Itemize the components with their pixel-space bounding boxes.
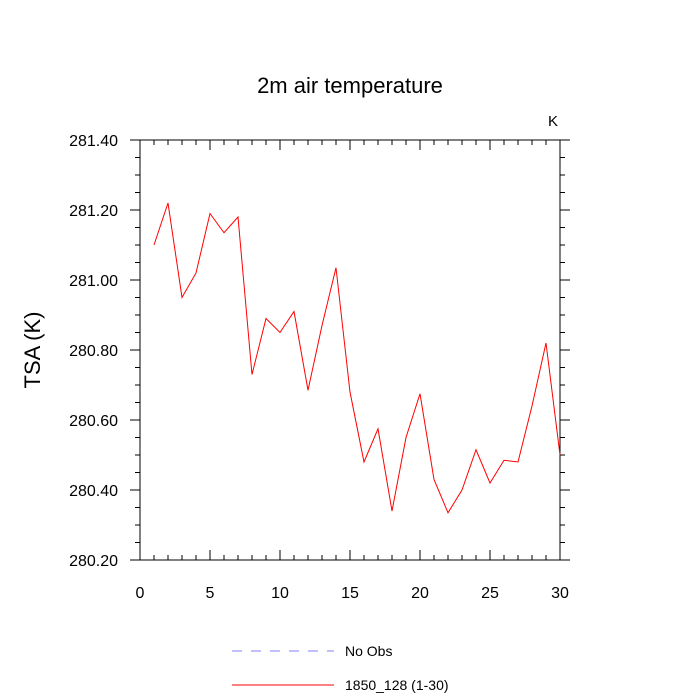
chart-title: 2m air temperature [257,73,443,98]
legend: No Obs 1850_128 (1-30) [232,643,449,693]
x-tick-label: 20 [411,585,429,602]
y-axis-title: TSA (K) [20,311,45,388]
x-tick-label: 15 [341,585,359,602]
y-tick-label: 280.60 [69,413,118,430]
tick-labels: 0 5 10 15 20 25 30 280.20 280.40 280.60 280.80 281.… [69,133,569,602]
y-tick-label: 281.20 [69,203,118,220]
plot-frame [139,139,561,561]
legend-label: 1850_128 (1-30) [345,677,449,693]
units-label: K [548,113,558,130]
series-line-1 [153,202,561,514]
x-tick-label: 5 [206,585,215,602]
x-tick-label: 0 [136,585,145,602]
y-tick-label: 281.40 [69,133,118,150]
legend-label: No Obs [345,643,392,659]
y-tick-label: 281.00 [69,273,118,290]
y-tick-label: 280.20 [69,553,118,570]
x-tick-label: 30 [551,585,569,602]
x-tick-label: 10 [271,585,289,602]
y-tick-label: 280.80 [69,343,118,360]
series-layer [153,202,561,514]
y-tick-label: 280.40 [69,483,118,500]
ticks [130,139,570,561]
x-tick-label: 25 [481,585,499,602]
